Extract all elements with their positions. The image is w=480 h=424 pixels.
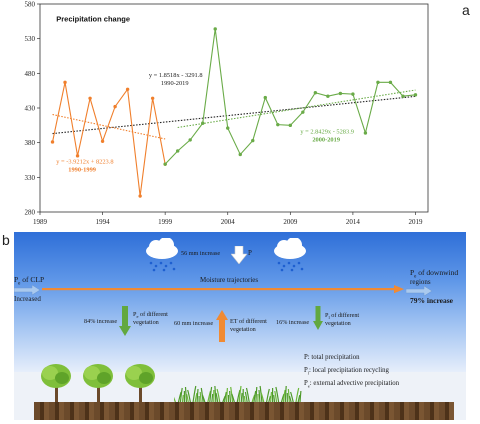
grass-illustration <box>174 385 302 404</box>
x-tick-label: 2004 <box>221 218 236 226</box>
y-tick-label: 330 <box>25 174 36 182</box>
data-point <box>313 91 318 95</box>
data-point <box>288 123 293 128</box>
data-point <box>113 104 117 109</box>
data-point <box>363 131 368 135</box>
rain-cloud-icon <box>146 238 178 272</box>
data-point <box>125 87 130 91</box>
data-point <box>376 80 380 85</box>
x-tick-label: 1999 <box>158 218 173 226</box>
moisture-trajectory-arrow <box>42 285 404 294</box>
trendline-late <box>177 89 416 129</box>
trendline-all <box>52 95 416 135</box>
precip-down-arrow-icon <box>231 246 247 264</box>
tree-icon <box>83 364 113 404</box>
pe-downwind-label: Pe of downwind <box>410 268 459 280</box>
precip-increase-label: 56 mm increase <box>181 250 221 257</box>
data-point <box>175 149 180 153</box>
trend-period: 1990-1999 <box>68 166 96 173</box>
pe-down-arrow-icon <box>119 306 131 336</box>
data-point <box>150 96 155 100</box>
outflow-arrow-icon <box>406 286 432 296</box>
et-veg-label: ET of different <box>230 318 267 325</box>
data-point <box>88 96 92 100</box>
y-tick-label: 280 <box>25 209 36 217</box>
inflow-arrow-icon <box>14 285 40 295</box>
trend-period: 2000-2019 <box>312 137 340 144</box>
et-up-arrow-icon <box>216 310 228 342</box>
et-veg-line2: vegetation <box>230 326 256 333</box>
data-point <box>213 27 217 31</box>
series-line-2000-2019 <box>164 28 416 165</box>
pe-veg-increase-label: 84% increase <box>84 318 118 325</box>
panel-letter-a: a <box>462 2 470 18</box>
data-point <box>138 194 142 198</box>
pl-veg-line2: vegetation <box>325 320 351 327</box>
data-point <box>226 126 230 130</box>
data-point <box>401 94 405 98</box>
legend-local-recycling: Pl: local precipitation recycling <box>304 367 389 376</box>
rain-cloud-icon <box>274 238 306 272</box>
x-tick-label: 1994 <box>96 218 111 226</box>
chart-annotations: Precipitation change y = 1.8518x - 3291.8… <box>56 14 354 173</box>
data-point <box>100 139 105 143</box>
data-point <box>63 80 67 85</box>
pl-veg-label: Pl of different <box>325 312 360 321</box>
chart-series <box>50 27 418 198</box>
x-tick-label: 2014 <box>346 218 361 226</box>
tree-icon <box>41 364 71 404</box>
chart-axes: 1989 1994 1999 2004 2009 2014 2019 280 330 380 430… <box>25 1 429 226</box>
plot-frame <box>39 3 429 213</box>
moisture-diagram: 56 mm increase P Pe of CLP Increased Moi… <box>14 232 466 420</box>
soil-strip <box>34 402 454 420</box>
series-line-1990-1999 <box>51 82 166 197</box>
increase-79-label: 79% increase <box>410 296 453 305</box>
data-point <box>75 154 80 158</box>
legend-total-precip: P: total precipitation <box>304 354 360 361</box>
moisture-trajectories-label: Moisture trajectories <box>200 276 259 284</box>
pl-increase-label: 16% increase <box>276 319 310 326</box>
data-point <box>251 138 255 143</box>
x-tick-label: 2009 <box>283 218 298 226</box>
chart-title: Precipitation change <box>56 14 130 23</box>
precipitation-chart: 1989 1994 1999 2004 2009 2014 2019 280 330 380 430… <box>25 1 429 226</box>
precip-symbol: P <box>248 249 252 257</box>
tree-icon <box>125 364 155 404</box>
pe-clp-label: Pe of CLP <box>14 275 45 287</box>
trendlines <box>52 89 416 140</box>
legend-external-advective: Pe: external advective precipitation <box>304 380 400 389</box>
y-tick-label: 430 <box>25 105 36 113</box>
increased-label: Increased <box>14 295 41 303</box>
data-point <box>263 95 267 100</box>
data-point <box>388 80 393 85</box>
pe-veg-label: Pe of different <box>133 311 168 320</box>
x-tick-label: 1989 <box>33 218 48 226</box>
y-tick-label: 380 <box>25 139 36 147</box>
et-increase-label: 60 mm increase <box>174 320 214 327</box>
trees-illustration <box>41 364 155 404</box>
pe-veg-line2: vegetation <box>133 319 159 326</box>
x-tick-label: 2019 <box>408 218 423 226</box>
data-point <box>301 110 305 114</box>
y-tick-label: 580 <box>25 1 36 9</box>
regions-label: regions <box>410 278 431 286</box>
trend-equation: y = 1.8518x - 3291.8 <box>149 72 203 79</box>
data-point <box>50 140 55 144</box>
panel-letter-b: b <box>2 232 10 248</box>
y-tick-label: 530 <box>25 35 36 43</box>
data-point <box>188 138 192 142</box>
data-point <box>351 92 355 96</box>
data-point <box>163 162 167 166</box>
data-point <box>413 93 418 97</box>
data-point <box>201 121 205 125</box>
data-point <box>338 91 343 96</box>
data-point <box>238 152 242 157</box>
data-point <box>276 122 280 127</box>
data-point <box>326 94 330 98</box>
y-tick-label: 480 <box>25 70 36 78</box>
pl-down-arrow-icon <box>313 306 323 330</box>
trend-equation: y = 2.8429x - 5283.9 <box>300 129 354 136</box>
trend-equation: y = -3.9212x + 8223.8 <box>56 158 113 165</box>
trend-period: 1990-2019 <box>161 80 189 87</box>
